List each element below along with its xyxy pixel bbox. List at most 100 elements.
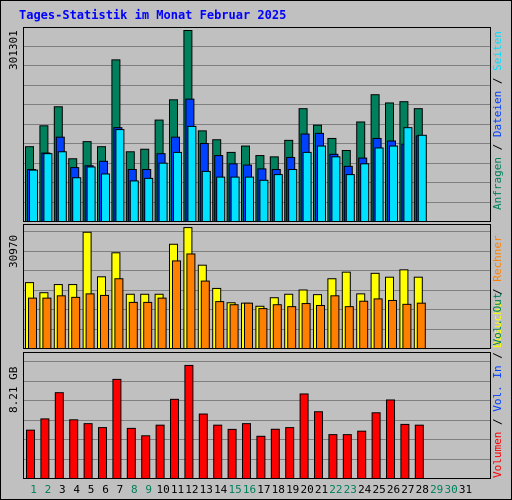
bar-sites-day-16 (244, 302, 253, 349)
bar-pages-day-14 (216, 176, 226, 222)
bar-volume-day-26 (386, 399, 395, 479)
bar-pages-day-1 (29, 169, 38, 223)
day-label-24: 24 (358, 483, 372, 496)
bar-volume-day-24 (357, 430, 367, 479)
bar-sites-day-26 (388, 299, 397, 349)
bar-volume-day-4 (69, 419, 79, 480)
legend-entry-hits: Anfragen (491, 157, 504, 210)
day-label-30: 30 (444, 483, 457, 496)
bar-volume-day-28 (414, 424, 424, 480)
bar-pages-day-16 (245, 176, 254, 222)
legend-separator: / (491, 71, 504, 91)
day-label-14: 14 (214, 483, 228, 496)
y-max-label: 301301 (7, 30, 20, 70)
bar-pages-day-17 (259, 179, 269, 223)
bar-pages-day-22 (331, 156, 341, 222)
day-label-15: 15 (228, 483, 241, 496)
legend-label: Besuche / Rechner (491, 235, 504, 348)
bar-volume-day-12 (184, 364, 194, 479)
bar-volume-day-15 (227, 428, 237, 479)
bar-pages-day-13 (201, 170, 211, 223)
day-label-28: 28 (416, 483, 429, 496)
day-label-3: 3 (59, 483, 66, 496)
day-label-26: 26 (387, 483, 400, 496)
legend-separator: / (491, 412, 504, 432)
bar-pages-day-27 (403, 127, 413, 222)
day-label-10: 10 (156, 483, 169, 496)
bar-volume-day-13 (198, 413, 208, 479)
bar-sites-day-25 (373, 298, 383, 350)
bar-sites-day-13 (200, 280, 210, 350)
bar-pages-day-24 (360, 163, 370, 223)
bar-sites-day-20 (301, 303, 311, 350)
bar-volume-day-7 (112, 378, 122, 479)
bar-sites-day-23 (344, 306, 354, 349)
day-label-18: 18 (272, 483, 285, 496)
day-label-25: 25 (372, 483, 385, 496)
bar-pages-day-11 (173, 151, 182, 222)
bar-pages-day-18 (273, 174, 283, 223)
chart-title: Tages-Statistik im Monat Februar 2025 (19, 8, 286, 22)
bar-sites-day-14 (215, 301, 225, 349)
bar-volume-day-21 (314, 411, 323, 480)
day-label-9: 9 (145, 483, 152, 496)
bar-sites-day-27 (402, 303, 412, 349)
bar-volume-day-5 (83, 423, 93, 479)
bar-sites-day-11 (172, 260, 181, 350)
bar-volume-day-1 (26, 429, 35, 480)
legend-entry-volume: Volumen (491, 432, 504, 478)
y-max-label: 30970 (7, 235, 20, 268)
bar-pages-day-10 (158, 162, 168, 222)
bar-volume-day-3 (54, 392, 64, 480)
day-label-17: 17 (257, 483, 270, 496)
day-label-4: 4 (73, 483, 80, 496)
legend-entry-sites: Rechner (491, 235, 504, 282)
bar-pages-day-15 (230, 176, 240, 222)
bar-volume-day-2 (40, 418, 50, 479)
bar-pages-day-5 (86, 166, 96, 223)
bar-volume-day-11 (170, 398, 179, 479)
legend-entry-files: Dateien (491, 91, 504, 137)
bar-sites-day-28 (416, 302, 426, 349)
bar-sites-day-15 (229, 304, 239, 350)
bar-sites-day-19 (287, 306, 297, 349)
legend-entry-visits: Besuche (491, 302, 504, 348)
bar-volume-day-14 (213, 424, 223, 480)
day-label-31: 31 (459, 483, 472, 496)
bar-volume-day-18 (270, 428, 280, 479)
bar-volume-day-9 (141, 435, 151, 480)
bar-volume-day-22 (328, 434, 338, 479)
bar-pages-day-2 (43, 153, 53, 222)
bar-pages-day-9 (144, 177, 154, 222)
legend-label: Volumen / Vol. In / Vol. Out (491, 293, 504, 478)
legend-separator: / (491, 137, 504, 157)
day-label-13: 13 (200, 483, 213, 496)
legend-label: Anfragen / Dateien / Seiten (491, 31, 504, 210)
bar-sites-day-10 (157, 297, 167, 349)
day-label-1: 1 (30, 483, 37, 496)
panel-top: 301301 Anfragen / Dateien / Seiten (7, 27, 504, 223)
bar-volume-day-10 (155, 424, 165, 480)
day-label-23: 23 (344, 483, 357, 496)
day-label-8: 8 (131, 483, 138, 496)
bar-pages-day-25 (374, 147, 384, 222)
legend-separator: / (491, 282, 504, 302)
bar-sites-day-5 (85, 293, 95, 349)
day-label-11: 11 (171, 483, 184, 496)
bar-sites-day-3 (56, 295, 66, 349)
bar-pages-day-8 (129, 180, 139, 222)
bar-sites-day-1 (28, 297, 37, 349)
bar-pages-day-7 (115, 129, 125, 222)
bar-volume-day-25 (371, 412, 381, 479)
bar-volume-day-19 (285, 427, 295, 480)
day-label-2: 2 (45, 483, 52, 496)
bar-volume-day-17 (256, 435, 266, 480)
day-label-5: 5 (88, 483, 95, 496)
bar-pages-day-20 (302, 151, 312, 222)
bar-sites-day-9 (143, 301, 153, 350)
bar-pages-day-26 (389, 145, 398, 223)
bar-sites-day-22 (330, 295, 340, 349)
bar-pages-day-4 (72, 177, 82, 223)
bar-volume-day-16 (242, 423, 251, 479)
